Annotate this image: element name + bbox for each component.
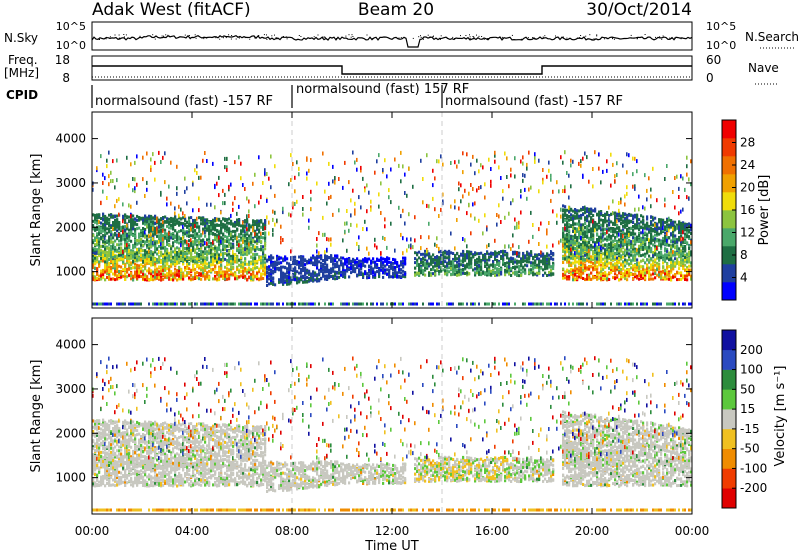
power-colorbar-tick: 4 <box>740 271 748 285</box>
power-ylabel: Slant Range [km] <box>29 154 44 267</box>
velocity-colorbar-tick: 15 <box>740 402 755 416</box>
noise-left-label: N.Sky <box>4 31 38 45</box>
x-tick-label: 20:00 <box>575 524 610 538</box>
velocity-panel: 1000 2000 3000 4000 Slant Range [km] <box>29 317 693 515</box>
velocity-colorbar-swatch <box>722 409 736 430</box>
velocity-colorbar-tick: 200 <box>740 343 763 357</box>
power-colorbar-swatch <box>722 246 736 265</box>
freq-panel: Freq. [MHz] 18 8 60 0 Nave <box>4 53 779 85</box>
cpid-segment-2: normalsound (fast) 157 RF <box>296 82 469 97</box>
velocity-ytick: 2000 <box>55 426 86 440</box>
nave-tick-60: 60 <box>706 53 721 67</box>
velocity-colorbar-swatch <box>722 468 736 489</box>
velocity-colorbar-swatch <box>722 330 736 351</box>
power-colorbar-swatch <box>722 228 736 247</box>
noise-right-label: N.Search <box>745 30 799 44</box>
power-colorbar-swatch <box>722 174 736 193</box>
velocity-colorbar-swatch <box>722 448 736 469</box>
freq-tick-18: 18 <box>55 53 70 67</box>
beam-title: Beam 20 <box>358 0 434 20</box>
x-axis: 00:00 04:00 08:00 12:00 16:00 20:00 00:00 <box>75 112 710 538</box>
cpid-row: CPID normalsound (fast) -157 RF normalso… <box>6 82 623 109</box>
nave-label: Nave <box>748 61 779 75</box>
velocity-colorbar-swatch <box>722 428 736 449</box>
cpid-segment-1: normalsound (fast) -157 RF <box>95 94 273 109</box>
power-colorbar-tick: 28 <box>740 136 755 150</box>
freq-label-2: [MHz] <box>4 66 39 80</box>
power-ytick: 3000 <box>55 176 86 190</box>
velocity-colorbar-swatch <box>722 389 736 410</box>
power-colorbar-swatch <box>722 210 736 229</box>
velocity-colorbar-tick: -200 <box>740 481 767 495</box>
velocity-colorbar: -200 -100 -50 -15 15 50 100 200 <box>721 329 767 509</box>
velocity-ylabel: Slant Range [km] <box>29 360 44 473</box>
noise-tick-bottom-left: 10^0 <box>56 39 86 52</box>
power-ytick: 2000 <box>55 220 86 234</box>
freq-line <box>92 65 692 75</box>
power-colorbar-swatch <box>722 264 736 283</box>
noise-tick-bottom-right: 10^0 <box>706 39 736 52</box>
noise-tick-top-left: 10^5 <box>56 20 86 33</box>
velocity-ytick: 3000 <box>55 382 86 396</box>
x-tick-label: 08:00 <box>275 524 310 538</box>
station-title: Adak West (fitACF) <box>92 0 251 20</box>
noise-panel: N.Sky 10^5 10^0 10^5 10^0 N.Search <box>4 20 799 52</box>
power-colorbar-tick: 24 <box>740 158 755 172</box>
velocity-colorbar-swatch <box>722 369 736 390</box>
noise-sky-line <box>91 34 693 48</box>
x-tick-label: 00:00 <box>675 524 710 538</box>
power-colorbar-tick: 16 <box>740 203 755 217</box>
freq-tick-8: 8 <box>62 71 70 85</box>
power-colorbar-tick: 20 <box>740 181 755 195</box>
velocity-colorbar-tick: -100 <box>740 461 767 475</box>
nave-tick-0: 0 <box>706 71 714 85</box>
freq-label-1: Freq. <box>8 53 38 67</box>
velocity-colorbar-label: Velocity [m s⁻¹] <box>773 366 788 467</box>
power-panel: 1000 2000 3000 4000 Slant Range [km] <box>29 111 693 309</box>
power-colorbar-tick: 12 <box>740 226 755 240</box>
power-colorbar-swatch <box>722 282 736 301</box>
cpid-segment-3: normalsound (fast) -157 RF <box>445 94 623 109</box>
x-tick-label: 12:00 <box>375 524 410 538</box>
power-ytick: 4000 <box>55 132 86 146</box>
x-axis-label: Time UT <box>364 539 418 554</box>
power-colorbar-label: Power [dB] <box>757 175 772 246</box>
power-colorbar-swatch <box>722 156 736 175</box>
velocity-colorbar-tick: 100 <box>740 363 763 377</box>
noise-search-dots <box>99 34 682 40</box>
velocity-colorbar-tick: -50 <box>740 442 760 456</box>
date-title: 30/Oct/2014 <box>586 0 692 20</box>
noise-tick-top-right: 10^5 <box>706 20 736 33</box>
power-colorbar-tick: 8 <box>740 248 748 262</box>
velocity-colorbar-swatch <box>722 488 736 509</box>
power-colorbar-swatch <box>722 192 736 211</box>
velocity-colorbar-tick: -15 <box>740 422 760 436</box>
cpid-label: CPID <box>6 88 38 102</box>
velocity-colorbar-swatch <box>722 349 736 370</box>
power-ytick: 1000 <box>55 265 86 279</box>
power-colorbar: 4 8 12 16 20 24 28 <box>721 119 755 301</box>
velocity-ytick: 1000 <box>55 471 86 485</box>
x-tick-label: 04:00 <box>175 524 210 538</box>
x-tick-label: 16:00 <box>475 524 510 538</box>
x-tick-label: 00:00 <box>75 524 110 538</box>
power-colorbar-swatch <box>722 138 736 157</box>
power-colorbar-swatch <box>722 120 736 139</box>
velocity-ytick: 4000 <box>55 338 86 352</box>
velocity-colorbar-tick: 50 <box>740 382 755 396</box>
